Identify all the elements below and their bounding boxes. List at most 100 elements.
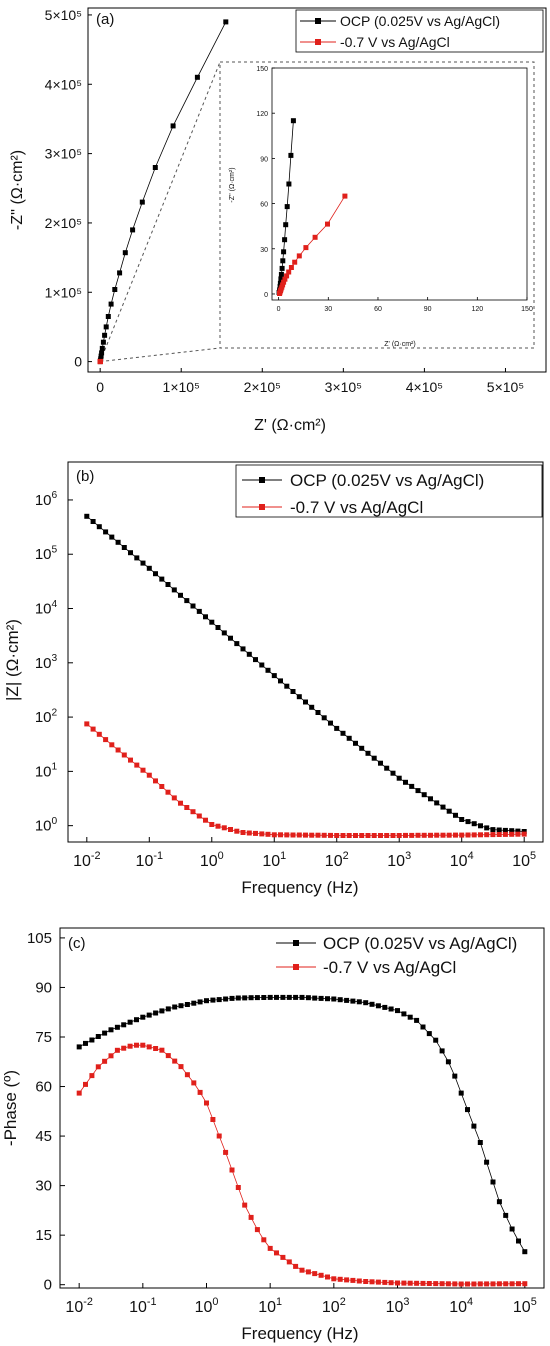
data-point-neg [309,832,315,838]
data-point-ocp [223,996,229,1002]
inset-y-tick-label: 90 [260,156,268,163]
data-point-neg [98,358,103,364]
data-point-ocp [121,1022,127,1028]
data-point-neg [281,279,287,285]
zoom-connector [100,347,221,363]
data-point-ocp [490,827,496,833]
data-point-ocp [234,641,240,647]
legend-label-ocp: OCP (0.025V vs Ag/AgCl) [323,934,517,953]
data-point-ocp [265,667,271,673]
data-point-ocp [229,995,235,1001]
data-point-neg [191,1080,197,1086]
data-point-neg [439,1281,445,1287]
data-point-ocp [221,630,227,636]
data-point-ocp [353,740,358,746]
data-point-neg [465,1281,470,1287]
data-point-neg [458,1281,464,1287]
data-point-ocp [439,1048,445,1054]
data-point-ocp [283,222,289,228]
inset-frame [271,67,528,301]
data-point-neg [240,830,246,835]
data-point-ocp [261,995,267,1000]
data-point-neg [337,1276,343,1282]
data-point-ocp [356,999,362,1005]
data-point-neg [315,832,321,838]
data-point-neg [140,1042,146,1048]
data-point-ocp [471,821,477,827]
data-point-neg [395,1280,400,1286]
data-point-neg [153,778,158,784]
data-point-neg [353,833,358,838]
data-point-ocp [108,1027,114,1033]
data-point-ocp [102,332,108,338]
data-point-ocp [396,775,402,781]
data-point-ocp [184,1002,190,1007]
data-point-ocp [428,796,433,802]
panel-label: (c) [68,935,86,952]
data-point-ocp [458,1090,464,1096]
data-point-neg [153,1046,159,1051]
data-point-neg [127,1043,133,1049]
data-point-ocp [321,715,327,721]
data-point-neg [303,245,309,251]
data-point-ocp [90,519,96,524]
data-point-ocp [401,1011,407,1017]
legend: OCP (0.025V vs Ag/AgCl) -0.7 V vs Ag/AgC… [295,9,544,53]
data-point-ocp [312,995,318,1001]
x-tick-label: 10-2 [73,850,100,870]
data-point-neg [465,832,471,838]
data-point-ocp [296,694,302,700]
data-point-neg [318,1272,324,1278]
x-tick-label: 0 [96,379,104,395]
y-tick-label: 0 [44,1277,52,1294]
data-point-ocp [280,258,286,264]
data-point-neg [388,1280,394,1286]
data-point-ocp [340,730,346,736]
data-point-neg [197,1089,203,1095]
inset-y-tick-label: 150 [256,66,268,73]
legend-label-neg: -0.7 V vs Ag/AgCl [290,498,423,517]
x-tick-label: 10-1 [136,850,163,870]
data-point-neg [303,832,308,838]
inset-x-tick-label: 120 [471,306,483,313]
data-point-neg [484,832,490,838]
data-point-ocp [152,165,158,170]
data-point-ocp [134,555,140,561]
data-point-neg [414,1280,420,1286]
legend-box [235,464,543,518]
data-point-neg [356,1278,362,1284]
data-point-ocp [290,118,296,124]
data-point-neg [363,1279,369,1284]
data-point-ocp [190,603,196,609]
data-point-ocp [103,324,109,330]
data-point-ocp [433,1037,439,1043]
x-tick-label: 103 [386,1296,410,1316]
y-tick-label: 106 [35,490,58,509]
data-point-neg [121,752,127,758]
inset-y-tick-label: 30 [260,247,268,254]
data-point-neg [344,1277,350,1283]
data-point-neg [375,1279,381,1285]
data-point-ocp [103,529,109,535]
data-point-neg [325,221,330,227]
data-point-ocp [274,994,279,1000]
data-point-ocp [378,760,383,766]
y-axis-label: -Z'' (Ω·cm²) [9,150,26,230]
data-point-neg [223,1149,229,1155]
data-point-ocp [344,997,350,1003]
data-point-ocp [95,1034,101,1039]
data-point-ocp [509,1226,515,1232]
data-point-neg [503,1281,509,1287]
x-tick-label: 3×10⁵ [325,379,362,395]
data-point-ocp [170,123,176,129]
data-point-neg [384,833,390,838]
data-point-ocp [196,608,202,614]
data-point-neg [95,1064,101,1070]
data-point-neg [325,1274,330,1280]
data-point-neg [96,731,102,737]
data-point-ocp [279,265,285,271]
data-point-neg [296,832,302,838]
data-point-ocp [146,1012,152,1018]
data-point-ocp [165,582,171,587]
data-point-ocp [496,827,502,833]
